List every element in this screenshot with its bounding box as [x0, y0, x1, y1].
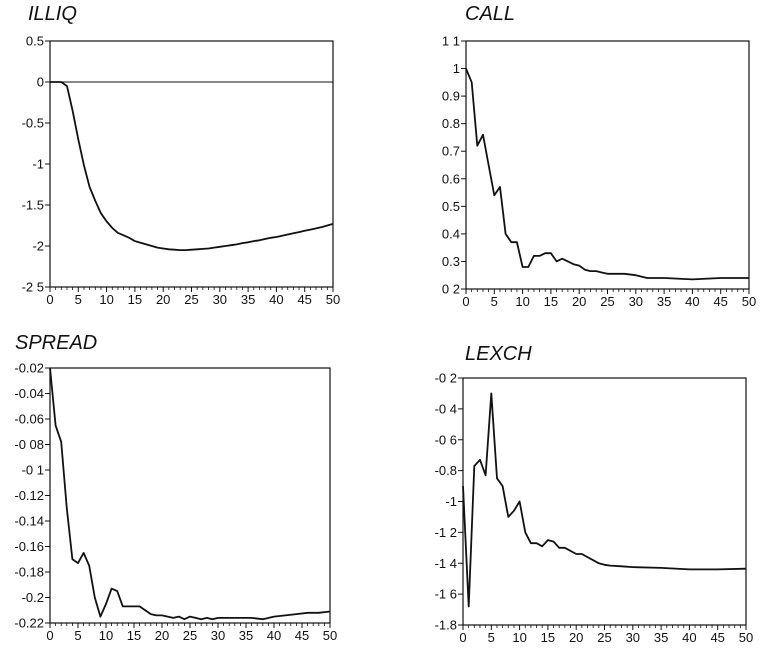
y-tick-label: -2 5 [22, 280, 44, 295]
chart-illiq: 0.50-0.5-1-1.5-2-2 50 5 10 15 20 25 30 35 40 45 50 [22, 34, 341, 308]
chart-lexch: -0 2 -0 4 -0 6 -0.8 -1 -1 2 -1 4 -1 6 -1.80 5 10 15… [435, 371, 754, 646]
x-tick-label: 50 [739, 630, 753, 645]
chart-title: CALL [465, 3, 516, 25]
x-tick-label: 35 [654, 630, 668, 645]
y-tick-label: -1 2 [435, 525, 457, 540]
y-tick-label: 0 [37, 75, 44, 90]
series-line [462, 392, 747, 608]
chart-title: ILLIQ [28, 3, 77, 25]
y-tick-label: 0.9 [442, 89, 460, 104]
y-tick-label: -0.2 [22, 590, 44, 605]
x-tick-label: 20 [569, 630, 583, 645]
y-tick-label: 0.5 [26, 34, 44, 49]
x-tick-label: 20 [572, 294, 586, 309]
x-tick-label: 40 [685, 294, 699, 309]
x-tick-label: 35 [657, 294, 671, 309]
x-tick-label: 0 [46, 292, 53, 307]
x-tick-label: 15 [127, 628, 141, 643]
y-tick-label: -1 6 [435, 587, 457, 602]
y-tick-label: -0.12 [14, 488, 44, 503]
series-line [465, 68, 749, 281]
y-tick-label: -2 [32, 239, 44, 254]
x-tick-label: 5 [488, 630, 495, 645]
y-tick-label: -0.18 [14, 565, 44, 580]
x-tick-label: 20 [155, 628, 169, 643]
chart-title: LEXCH [465, 343, 532, 365]
x-tick-label: 30 [213, 292, 227, 307]
series-line [50, 81, 334, 252]
x-tick-label: 25 [184, 292, 198, 307]
x-tick-label: 45 [297, 292, 311, 307]
x-tick-label: 5 [74, 628, 81, 643]
chart-title: SPREAD [15, 332, 98, 354]
x-tick-label: 40 [267, 628, 281, 643]
x-tick-label: 5 [491, 294, 498, 309]
y-tick-label: 0.3 [442, 254, 460, 269]
x-tick-label: 45 [713, 294, 727, 309]
y-tick-label: -1 4 [435, 556, 457, 571]
y-tick-label: -0.02 [14, 361, 44, 376]
y-tick-label: -0.8 [435, 463, 457, 478]
y-tick-label: 1 [453, 61, 460, 76]
y-tick-label: -0.04 [14, 386, 44, 401]
x-tick-label: 15 [544, 294, 558, 309]
x-tick-label: 0 [459, 630, 466, 645]
x-tick-label: 40 [682, 630, 696, 645]
y-tick-label: -1.8 [435, 618, 457, 633]
y-tick-label: -1.5 [22, 198, 44, 213]
y-tick-label: 0.6 [442, 171, 460, 186]
y-tick-label: 0 2 [442, 282, 460, 297]
y-tick-label: -0.22 [14, 616, 44, 631]
y-tick-label: 0.5 [442, 199, 460, 214]
y-tick-label: -1 [32, 157, 44, 172]
y-tick-label: 0.4 [442, 226, 460, 241]
x-tick-label: 45 [295, 628, 309, 643]
x-tick-label: 25 [183, 628, 197, 643]
x-tick-label: 0 [46, 628, 53, 643]
x-tick-label: 30 [211, 628, 225, 643]
x-tick-label: 10 [99, 292, 113, 307]
y-tick-label: -0 08 [14, 437, 44, 452]
chart-spread: -0.02 -0.04 -0.06 -0 08 -0 1 -0.12 -0.14 -0.16 -… [14, 361, 337, 644]
x-tick-label: 35 [239, 628, 253, 643]
x-tick-label: 10 [515, 294, 529, 309]
x-tick-label: 30 [629, 294, 643, 309]
series-line [49, 367, 331, 621]
y-tick-label: 0.7 [442, 144, 460, 159]
x-tick-label: 50 [326, 292, 340, 307]
y-tick-label: -0.06 [14, 412, 44, 427]
y-tick-label: -0 4 [435, 401, 457, 416]
x-tick-label: 20 [156, 292, 170, 307]
y-tick-label: -0 1 [22, 463, 44, 478]
x-tick-label: 10 [512, 630, 526, 645]
y-tick-label: -0.14 [14, 514, 44, 529]
x-tick-label: 0 [462, 294, 469, 309]
x-tick-label: 25 [600, 294, 614, 309]
y-tick-label: -1 [445, 494, 457, 509]
x-tick-label: 50 [323, 628, 337, 643]
plot-frame [465, 40, 750, 290]
chart-call: 1 1 1 0.9 0.8 0.7 0.6 0.5 0.4 0.3 0 20 5 10 15 20 25 30… [442, 34, 756, 310]
x-tick-label: 10 [99, 628, 113, 643]
y-tick-label: 0.8 [442, 116, 460, 131]
x-tick-label: 15 [128, 292, 142, 307]
x-tick-label: 5 [75, 292, 82, 307]
x-tick-label: 50 [742, 294, 756, 309]
y-tick-label: 1 1 [442, 34, 460, 49]
x-tick-label: 40 [269, 292, 283, 307]
x-tick-label: 45 [710, 630, 724, 645]
x-tick-label: 30 [626, 630, 640, 645]
y-tick-label: -0 2 [435, 371, 457, 386]
x-tick-label: 25 [597, 630, 611, 645]
y-tick-label: -0.5 [22, 116, 44, 131]
y-tick-label: -0.16 [14, 539, 44, 554]
x-tick-label: 15 [541, 630, 555, 645]
x-tick-label: 35 [241, 292, 255, 307]
y-tick-label: -0 6 [435, 432, 457, 447]
